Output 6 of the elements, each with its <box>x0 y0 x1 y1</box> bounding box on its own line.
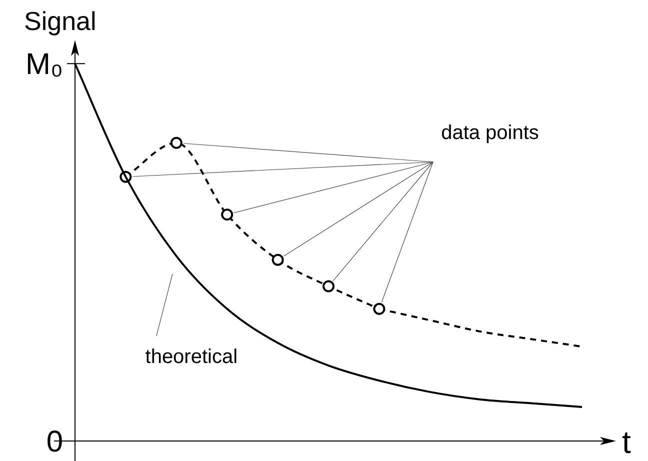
annotation: 0 <box>46 425 63 458</box>
annotation: M₀ <box>26 48 63 81</box>
y-axis-title: Signal <box>24 6 96 36</box>
series-label: theoretical <box>145 346 238 368</box>
x-axis-title: t <box>622 424 631 460</box>
text: data points <box>441 122 539 144</box>
